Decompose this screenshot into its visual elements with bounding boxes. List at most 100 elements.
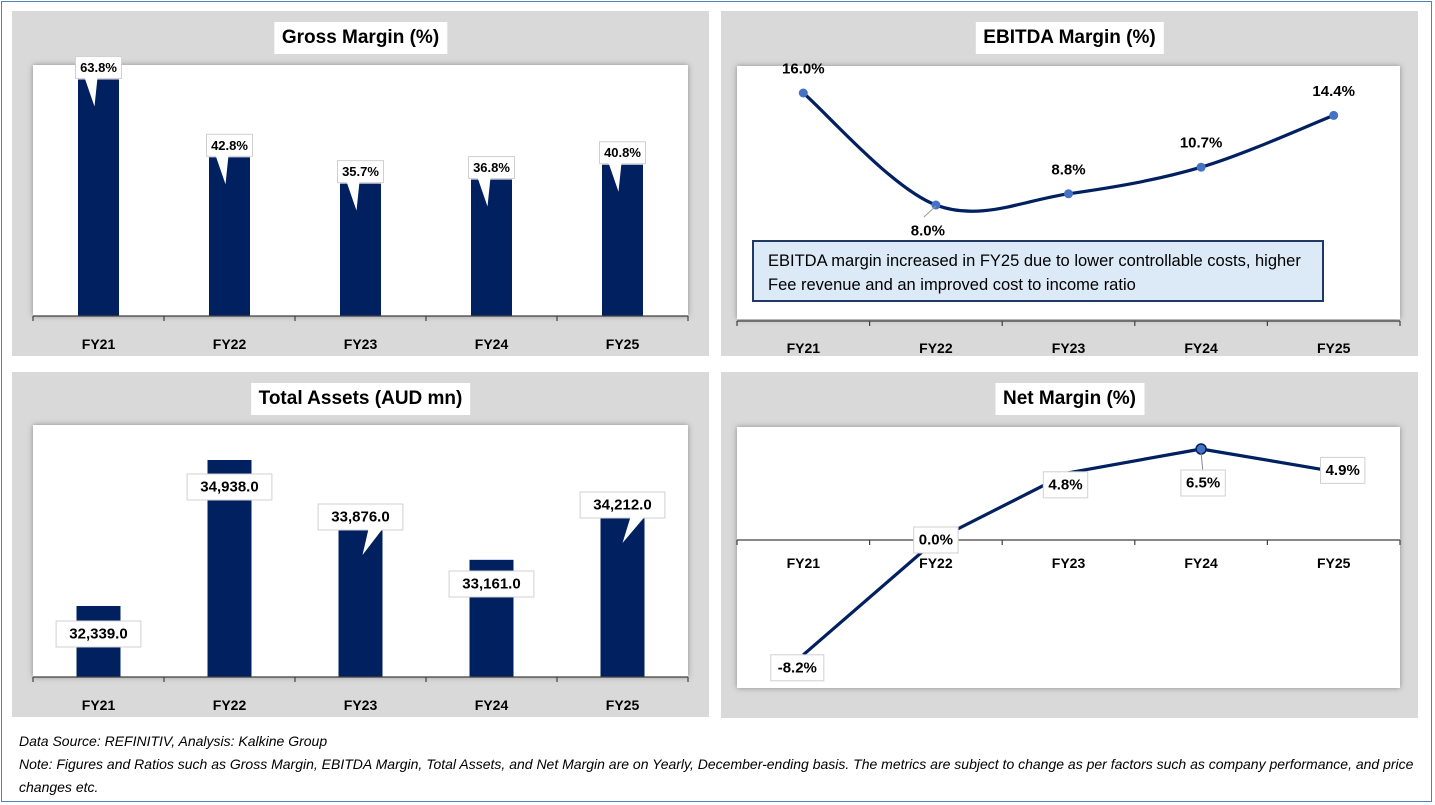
bar bbox=[340, 183, 381, 316]
x-tick-label: FY24 bbox=[1184, 555, 1218, 571]
data-label: 63.8% bbox=[75, 55, 122, 107]
x-tick-label: FY22 bbox=[919, 340, 953, 356]
x-tick-label: FY24 bbox=[475, 697, 509, 713]
x-tick-label: FY23 bbox=[344, 336, 378, 352]
data-label: 10.7% bbox=[1180, 135, 1223, 152]
bar bbox=[209, 157, 250, 316]
svg-text:36.8%: 36.8% bbox=[473, 160, 510, 175]
x-tick-label: FY24 bbox=[475, 336, 509, 352]
svg-text:0.0%: 0.0% bbox=[919, 532, 953, 549]
data-point bbox=[1329, 110, 1339, 120]
svg-text:42.8%: 42.8% bbox=[211, 138, 248, 153]
svg-text:34,938.0: 34,938.0 bbox=[200, 479, 258, 496]
x-tick-label: FY21 bbox=[787, 340, 821, 356]
gross-margin-panel: Gross Margin (%) FY21 FY22 FY23 FY24 FY25 63.… bbox=[12, 11, 709, 356]
data-label-box bbox=[770, 654, 825, 682]
data-label: 8.0% bbox=[911, 223, 945, 240]
data-label-box bbox=[55, 620, 142, 648]
data-label-pointer bbox=[84, 77, 98, 107]
bar bbox=[78, 79, 119, 316]
net-margin-chart: FY21 FY22 FY23 FY24 FY25 -8.2% 0.0% 4.8% 6.5% 4.9… bbox=[736, 427, 1401, 688]
plot-group: FY21 FY22 FY23 FY24 FY25 63.8% 42.8% 35.7% 36.8%… bbox=[32, 55, 689, 352]
data-label: 0.0% bbox=[913, 526, 959, 554]
data-label: 6.5% bbox=[1180, 469, 1226, 497]
data-point bbox=[931, 200, 941, 210]
x-tick-label: FY21 bbox=[82, 697, 116, 713]
x-tick-label: FY21 bbox=[82, 336, 116, 352]
leader-line bbox=[923, 205, 937, 218]
x-tick-label: FY23 bbox=[1052, 555, 1086, 571]
svg-text:34,212.0: 34,212.0 bbox=[593, 497, 651, 514]
data-label: 32,339.0 bbox=[55, 620, 142, 648]
plot-group: FY21 FY22 FY23 FY24 FY25 16.0% 8.0% 8.8% 10.7% 14… bbox=[736, 61, 1401, 356]
data-label: -8.2% bbox=[770, 654, 825, 682]
x-tick-label: FY24 bbox=[1184, 340, 1218, 356]
svg-text:6.5%: 6.5% bbox=[1186, 475, 1220, 492]
data-label: 42.8% bbox=[206, 133, 253, 185]
data-label: 16.0% bbox=[782, 61, 825, 78]
data-label-pointer bbox=[215, 155, 229, 185]
data-label-box bbox=[599, 141, 646, 165]
gross-margin-chart: FY21 FY22 FY23 FY24 FY25 63.8% 42.8% 35.7% 36.8%… bbox=[32, 55, 689, 352]
svg-text:33,876.0: 33,876.0 bbox=[331, 509, 389, 526]
x-tick-label: FY23 bbox=[344, 697, 378, 713]
data-source-text: Data Source: REFINITIV, Analysis: Kalkin… bbox=[19, 733, 328, 749]
x-tick-label: FY22 bbox=[213, 697, 247, 713]
x-tick-label: FY25 bbox=[1317, 340, 1351, 356]
chart-title: Total Assets (AUD mn) bbox=[250, 383, 471, 415]
bar bbox=[471, 179, 512, 316]
total-assets-chart: FY21 FY22 FY23 FY24 FY25 32,339.0 34,938.0 33,8… bbox=[32, 425, 689, 713]
plot-group: FY21 FY22 FY23 FY24 FY25 -8.2% 0.0% 4.8% 6.5% 4.9… bbox=[736, 443, 1401, 682]
data-label-pointer bbox=[346, 181, 360, 211]
data-point bbox=[1196, 162, 1206, 172]
x-tick-label: FY23 bbox=[1052, 340, 1086, 356]
svg-text:63.8%: 63.8% bbox=[80, 60, 117, 75]
svg-text:-8.2%: -8.2% bbox=[778, 659, 817, 676]
footer: Data Source: REFINITIV, Analysis: Kalkin… bbox=[19, 730, 1419, 799]
data-label: 8.8% bbox=[1051, 161, 1085, 178]
plot-area bbox=[737, 427, 1400, 688]
data-label: 33,161.0 bbox=[448, 570, 535, 598]
data-label-box bbox=[337, 160, 384, 184]
bar bbox=[600, 500, 645, 677]
x-tick-label: FY22 bbox=[919, 555, 953, 571]
data-label-box bbox=[75, 55, 122, 79]
bar bbox=[338, 519, 383, 677]
chart-title: EBITDA Margin (%) bbox=[975, 22, 1164, 54]
data-label-box bbox=[1320, 456, 1366, 484]
data-label: 40.8% bbox=[599, 141, 646, 192]
chart-title: Gross Margin (%) bbox=[273, 22, 448, 54]
data-label-box bbox=[468, 156, 515, 180]
data-label-box bbox=[206, 133, 253, 157]
data-label-box bbox=[1042, 471, 1089, 499]
svg-text:4.9%: 4.9% bbox=[1326, 462, 1360, 479]
svg-text:4.8%: 4.8% bbox=[1048, 476, 1082, 493]
data-point bbox=[1064, 189, 1073, 199]
data-label-box bbox=[1180, 469, 1226, 497]
data-point bbox=[798, 88, 808, 98]
data-label: 33,876.0 bbox=[317, 503, 404, 555]
svg-text:33,161.0: 33,161.0 bbox=[462, 576, 520, 593]
x-tick-label: FY21 bbox=[787, 555, 821, 571]
bar bbox=[602, 164, 643, 316]
x-tick-label: FY25 bbox=[606, 697, 640, 713]
data-label-pointer bbox=[622, 517, 645, 543]
chart-title: Net Margin (%) bbox=[995, 383, 1144, 415]
x-tick-label: FY25 bbox=[1317, 555, 1351, 571]
data-label-box bbox=[913, 526, 959, 554]
data-label: 34,212.0 bbox=[579, 491, 666, 543]
annotation-box: EBITDA margin increased in FY25 due to l… bbox=[752, 240, 1324, 302]
data-label-box bbox=[579, 491, 666, 519]
net-margin-panel: Net Margin (%) FY21 FY22 FY23 FY24 FY25 -8.2%… bbox=[721, 372, 1418, 718]
total-assets-panel: Total Assets (AUD mn) FY21 FY22 FY23 FY24 FY… bbox=[12, 372, 709, 717]
x-tick-label: FY25 bbox=[606, 336, 640, 352]
ebitda-margin-panel: EBITDA Margin (%) FY21 FY22 FY23 FY24 FY25 16… bbox=[721, 11, 1418, 356]
x-tick-label: FY22 bbox=[213, 336, 247, 352]
plot-group: FY21 FY22 FY23 FY24 FY25 32,339.0 34,938.0 33,8… bbox=[32, 460, 689, 713]
data-label: 14.4% bbox=[1312, 83, 1355, 100]
note-text: Note: Figures and Ratios such as Gross M… bbox=[19, 756, 1414, 795]
data-label: 4.8% bbox=[1042, 471, 1089, 499]
data-label-box bbox=[317, 503, 404, 531]
data-label: 35.7% bbox=[337, 160, 384, 211]
